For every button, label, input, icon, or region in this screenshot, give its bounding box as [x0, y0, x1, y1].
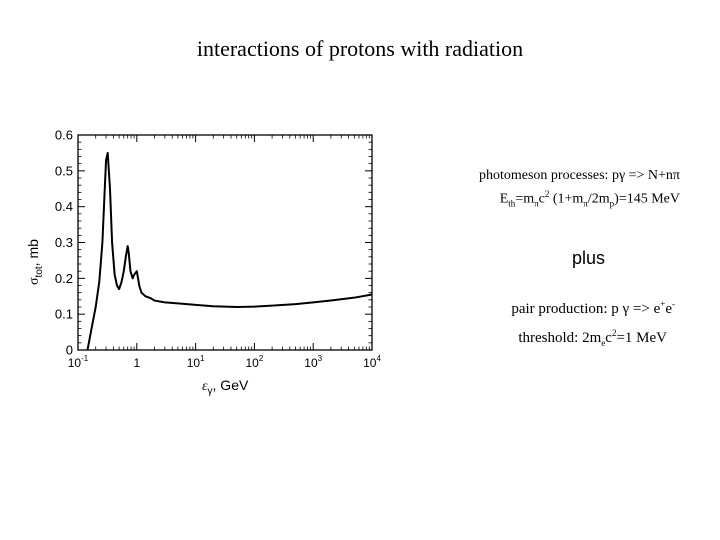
chart-tick-labels: 10-1 1 101 102 103 104 0 0.1 0.2 0.3 0.4 0.5 0.6 [55, 128, 382, 371]
photomeson-note: photomeson processes: pγ => N+nπ Eth=mπc… [420, 167, 680, 212]
photomeson-line1: photomeson processes: pγ => N+nπ [478, 168, 680, 183]
x-tick-label: 101 [187, 354, 205, 370]
y-tick-label: 0.3 [55, 235, 73, 250]
x-tick-label: 102 [245, 354, 263, 370]
photomeson-line2: Eth=mπc2 (1+mπ/2mp)=145 MeV [499, 189, 680, 209]
x-axis-label: εγ, GeV [202, 377, 249, 397]
plot-frame [77, 134, 373, 351]
pair-line2: threshold: 2mec2=1 MeV [518, 328, 667, 348]
x-tick-label: 1 [133, 356, 140, 370]
y-tick-label: 0.6 [55, 128, 73, 143]
x-tick-label: 10-1 [68, 354, 89, 370]
chart-axis-titles: εγ, GeV σtot, mb [25, 239, 249, 397]
x-tick-label: 103 [304, 354, 322, 370]
chart-axes [77, 134, 373, 351]
chart-series [86, 151, 373, 351]
y-tick-label: 0 [66, 343, 73, 358]
plus-label: plus [571, 248, 605, 268]
cross-section-line [86, 151, 373, 351]
pair-line1: pair production: p γ => e+e- [511, 299, 675, 317]
x-tick-label: 104 [363, 354, 381, 370]
y-tick-label: 0.1 [55, 307, 73, 322]
y-axis-label: σtot, mb [25, 239, 45, 285]
pair-production-note: pair production: p γ => e+e- threshold: … [420, 292, 675, 355]
y-tick-label: 0.5 [55, 163, 73, 178]
y-tick-label: 0.4 [55, 199, 73, 214]
chart-ticks [77, 134, 373, 351]
page-title: interactions of protons with radiation [196, 36, 524, 61]
y-tick-label: 0.2 [55, 271, 73, 286]
